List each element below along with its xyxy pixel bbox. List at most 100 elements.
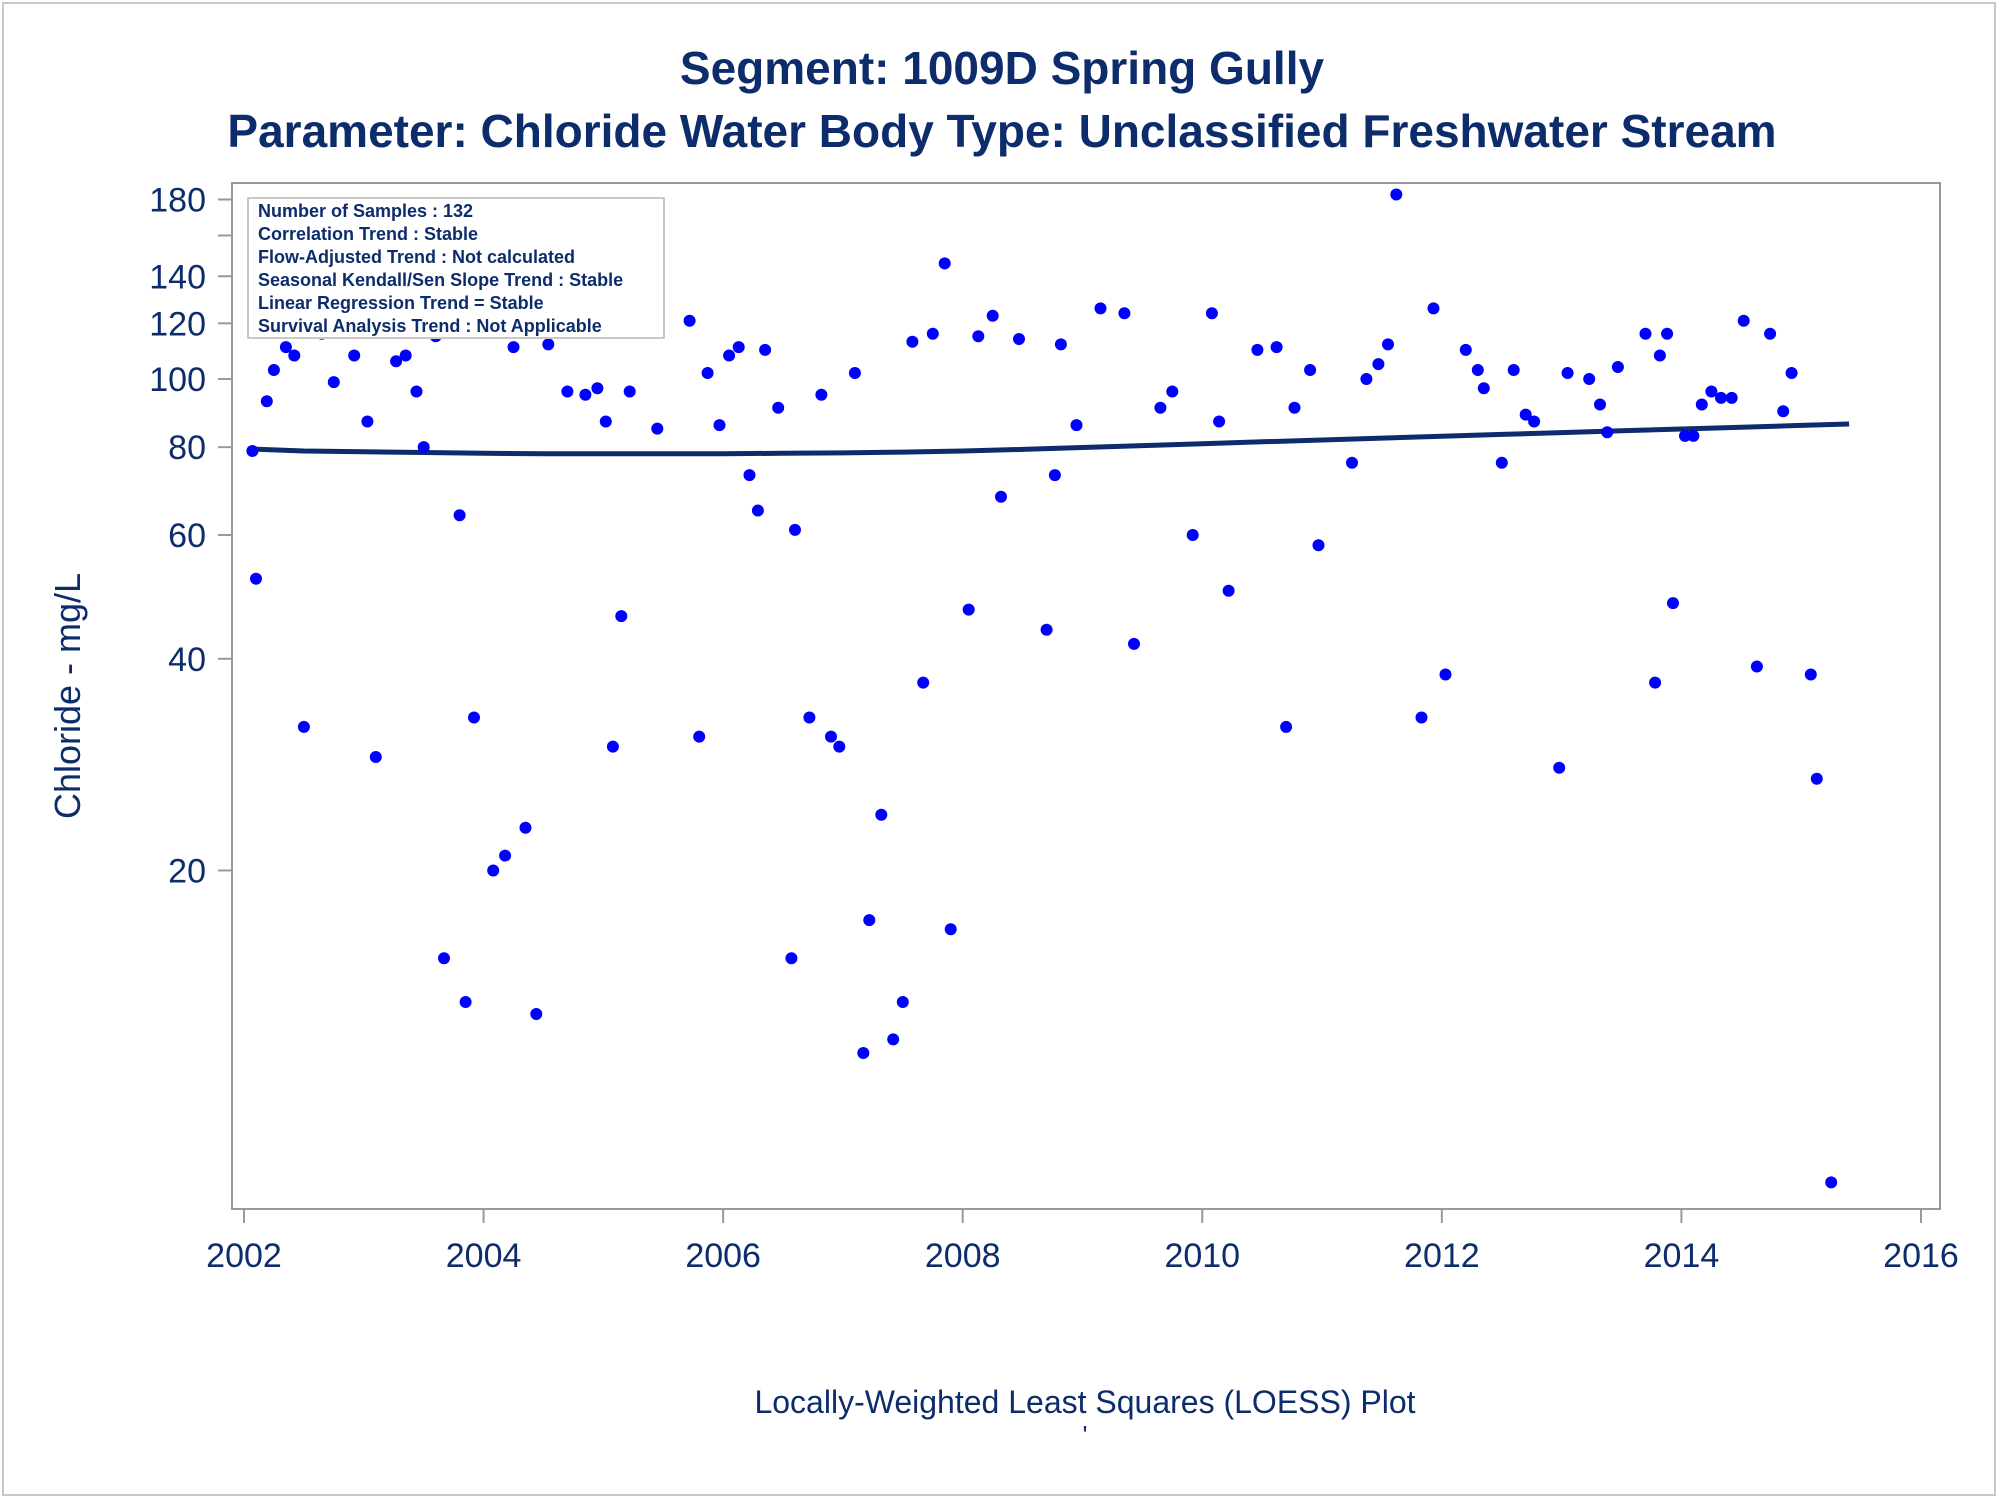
y-tick-label: 140: [149, 258, 206, 296]
x-tick-label: 2012: [1404, 1237, 1480, 1275]
data-point: [1360, 373, 1373, 385]
data-point: [962, 603, 975, 616]
x-tick-label: 2014: [1644, 1237, 1720, 1275]
data-point: [1013, 333, 1025, 345]
data-point: [1785, 367, 1798, 379]
data-point: [468, 711, 480, 724]
data-point: [875, 808, 888, 821]
data-point: [1477, 382, 1490, 395]
data-point: [1166, 385, 1179, 398]
data-point: [1186, 529, 1199, 541]
y-tick-label: 40: [168, 641, 206, 679]
data-point: [1390, 188, 1403, 201]
data-point: [1679, 429, 1691, 442]
data-point: [1495, 456, 1508, 469]
data-point: [863, 914, 876, 927]
data-point: [683, 314, 696, 327]
data-point: [542, 338, 555, 351]
data-point: [1667, 597, 1679, 610]
stats-line-survival-analysis: Survival Analysis Trend : Not Applicable: [258, 316, 602, 336]
data-point: [1661, 327, 1674, 340]
footnote-mark: ': [1083, 1420, 1088, 1450]
data-point: [701, 367, 714, 379]
data-point: [1280, 720, 1293, 733]
data-point: [986, 309, 999, 322]
data-point: [1118, 307, 1131, 320]
data-point: [1222, 584, 1235, 597]
data-point: [1528, 415, 1541, 428]
data-point: [297, 720, 310, 733]
data-point: [995, 490, 1007, 503]
data-point: [1040, 623, 1053, 636]
x-axis: 2002 2004 2006 2008 2010 2012 2014 2016: [206, 1209, 1959, 1275]
data-point: [1611, 361, 1624, 373]
data-point: [972, 330, 985, 343]
data-point: [1459, 343, 1472, 356]
data-point: [944, 923, 957, 936]
data-point: [1213, 415, 1226, 428]
y-axis-label: Chloride - mg/L: [47, 573, 88, 819]
data-point: [1687, 429, 1700, 442]
data-point: [1750, 660, 1763, 673]
data-point: [926, 327, 939, 340]
data-point: [399, 349, 412, 362]
data-point: [938, 257, 951, 270]
stats-line-samples: Number of Samples : 132: [258, 201, 473, 221]
data-point: [279, 341, 292, 354]
data-point: [1825, 1176, 1838, 1189]
data-point: [519, 821, 532, 834]
data-point: [693, 730, 706, 743]
chart-title: Segment: 1009D Spring Gully: [680, 42, 1325, 94]
data-point: [390, 355, 403, 368]
data-point: [1715, 391, 1727, 404]
data-point: [288, 349, 301, 362]
data-point: [1649, 676, 1662, 689]
data-point: [530, 1008, 543, 1020]
data-point: [1553, 761, 1566, 774]
data-point: [848, 367, 861, 379]
stats-line-flow-adjusted: Flow-Adjusted Trend : Not calculated: [258, 247, 575, 267]
data-point: [917, 676, 930, 689]
data-point: [1804, 668, 1817, 681]
data-point: [1415, 711, 1428, 724]
data-point: [1507, 364, 1520, 376]
x-tick-label: 2004: [446, 1237, 522, 1275]
data-point: [1427, 302, 1440, 315]
x-tick-label: 2010: [1164, 1237, 1240, 1275]
data-point: [1288, 401, 1301, 414]
stats-line-correlation: Correlation Trend : Stable: [258, 224, 478, 244]
data-point: [369, 751, 382, 763]
data-point: [1471, 364, 1484, 376]
data-point: [1251, 343, 1264, 356]
data-point: [1094, 302, 1107, 315]
x-tick-label: 2008: [925, 1237, 1001, 1275]
y-tick-label: 60: [168, 517, 206, 555]
data-point: [591, 382, 604, 395]
y-tick-label: 80: [168, 429, 206, 467]
data-point: [1205, 307, 1218, 320]
stats-line-linear-regression: Linear Regression Trend = Stable: [258, 293, 544, 313]
data-point: [1725, 391, 1738, 404]
data-point: [906, 335, 919, 348]
data-point: [579, 388, 592, 401]
y-tick-label: 120: [149, 305, 206, 343]
data-point: [348, 349, 361, 362]
data-point: [606, 740, 619, 753]
data-point: [327, 376, 340, 389]
data-point: [772, 401, 785, 414]
data-point: [803, 711, 816, 724]
data-point: [825, 730, 837, 743]
data-point: [1312, 539, 1325, 552]
stats-box: Number of Samples : 132 Correlation Tren…: [247, 197, 665, 339]
data-point: [713, 419, 726, 432]
y-axis: 20 40 60 80 100 120 140 180: [149, 182, 232, 890]
data-point: [1070, 419, 1083, 432]
data-point: [743, 469, 756, 482]
data-point: [759, 343, 772, 356]
data-point: [561, 385, 574, 398]
y-tick-label: 100: [149, 361, 206, 399]
data-point: [1154, 401, 1167, 414]
data-point: [1304, 364, 1317, 376]
data-point: [785, 952, 798, 965]
